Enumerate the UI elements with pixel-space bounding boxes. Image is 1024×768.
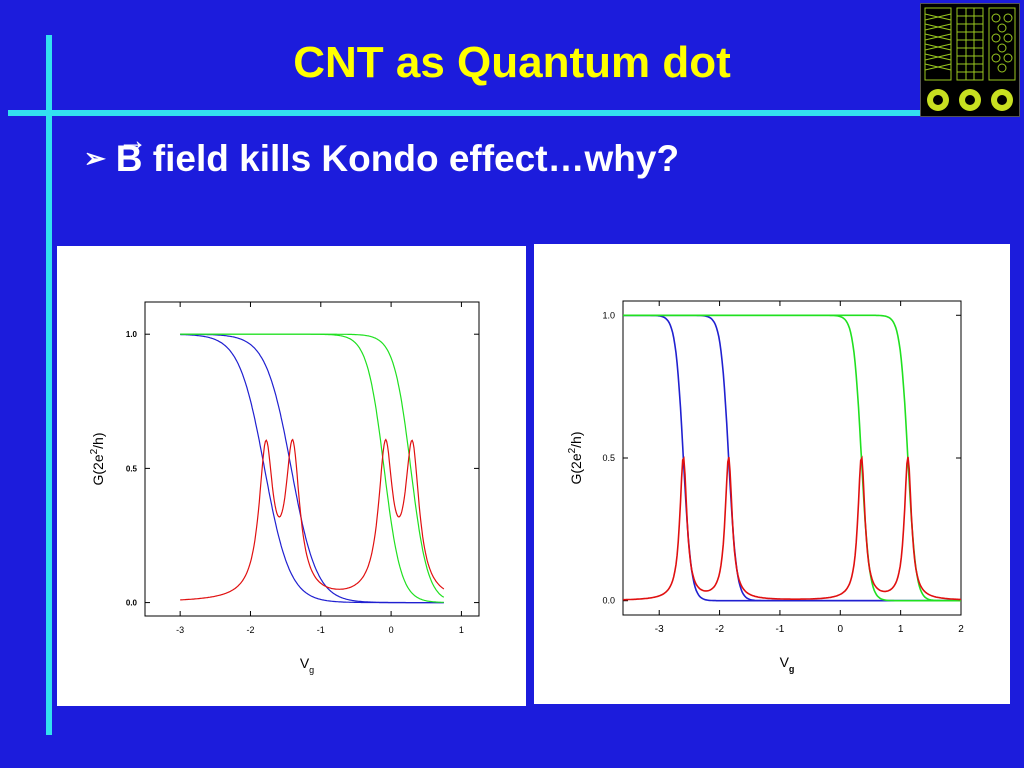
curve-blue xyxy=(180,333,444,604)
x-tick-label: 0 xyxy=(838,624,844,635)
curve-blue xyxy=(623,314,961,602)
y-tick-label: 0.5 xyxy=(126,464,138,473)
x-axis-label: Vg xyxy=(780,654,795,674)
y-tick-label: 1.0 xyxy=(602,310,615,320)
vector-arrow-icon: → xyxy=(117,124,148,157)
y-axis-label: G(2e2/h) xyxy=(567,431,584,484)
plot-frame xyxy=(144,301,480,617)
x-tick-label: 0 xyxy=(389,625,394,635)
y-tick-label: 0.5 xyxy=(602,453,615,463)
x-axis-label: Vg xyxy=(300,655,314,675)
x-tick-label: -2 xyxy=(715,624,724,635)
x-tick-label: -3 xyxy=(176,625,184,635)
bullet-point: ➢ → B field kills Kondo effect…why? xyxy=(84,124,680,180)
plot-frame xyxy=(622,300,962,616)
slide-title: CNT as Quantum dot xyxy=(293,38,731,87)
curve-green xyxy=(180,333,445,598)
left-conductance-plot: -3 -2 -1 0 1 0.0 0.5 1.0 Vg G(2e2/h) xyxy=(89,301,480,675)
y-axis-label: G(2e2/h) xyxy=(89,432,106,485)
bullet-arrow-icon: ➢ xyxy=(84,143,106,173)
right-conductance-plot: -3 -2 -1 0 1 2 0.0 0.5 1.0 Vg G(2e2/h) xyxy=(567,300,964,674)
x-tick-label: -2 xyxy=(246,625,254,635)
x-tick-label: -1 xyxy=(775,624,784,635)
curve-green xyxy=(623,314,961,602)
curve-red xyxy=(180,438,445,601)
x-tick-label: 1 xyxy=(459,625,464,635)
vertical-accent-line xyxy=(46,35,52,735)
bullet-text: field kills Kondo effect…why? xyxy=(142,138,680,179)
y-tick-label: 1.0 xyxy=(126,330,138,339)
curve-green xyxy=(180,333,444,603)
x-tick-label: 2 xyxy=(958,624,964,635)
carbon-nanotube-models-icon xyxy=(920,3,1020,117)
curve-blue xyxy=(623,314,961,602)
horizontal-accent-line xyxy=(8,110,1018,116)
y-tick-label: 0.0 xyxy=(602,596,615,606)
curve-red xyxy=(623,455,962,601)
x-tick-label: 1 xyxy=(898,624,904,635)
y-tick-label: 0.0 xyxy=(126,599,138,608)
left-plot-panel: -3 -2 -1 0 1 0.0 0.5 1.0 Vg G(2e2/h) xyxy=(57,246,526,706)
right-plot-panel: -3 -2 -1 0 1 2 0.0 0.5 1.0 Vg G(2e2/h) xyxy=(534,244,1010,704)
curve-blue xyxy=(180,333,444,604)
x-tick-label: -3 xyxy=(655,624,664,635)
b-letter: B xyxy=(115,138,143,179)
curve-green xyxy=(623,314,961,602)
vector-b-symbol: → B xyxy=(115,124,148,180)
x-tick-label: -1 xyxy=(317,625,325,635)
